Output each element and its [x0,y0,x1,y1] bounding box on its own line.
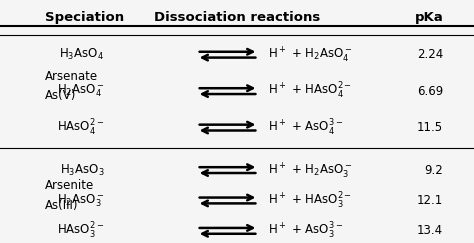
Text: H$_3$AsO$_4$: H$_3$AsO$_4$ [59,47,104,62]
Text: H$^+$ + AsO$_3^{3-}$: H$^+$ + AsO$_3^{3-}$ [268,221,343,241]
Text: 13.4: 13.4 [417,224,443,237]
Text: Arsenate: Arsenate [45,70,98,83]
Text: 12.1: 12.1 [417,194,443,207]
Text: H$^+$ + HAsO$_3^{2-}$: H$^+$ + HAsO$_3^{2-}$ [268,191,352,210]
Text: As(III): As(III) [45,199,79,212]
Text: 6.69: 6.69 [417,85,443,98]
Text: 2.24: 2.24 [417,48,443,61]
Text: HAsO$_4^{2-}$: HAsO$_4^{2-}$ [57,118,104,138]
Text: HAsO$_3^{2-}$: HAsO$_3^{2-}$ [57,221,104,241]
Text: pKa: pKa [414,11,443,24]
Text: H$^+$ + H$_2$AsO$_3^-$: H$^+$ + H$_2$AsO$_3^-$ [268,161,352,180]
Text: H$_3$AsO$_3$: H$_3$AsO$_3$ [60,163,104,178]
Text: Arsenite: Arsenite [45,179,94,192]
Text: H$_2$AsO$_4^-$: H$_2$AsO$_4^-$ [56,83,104,99]
Text: 11.5: 11.5 [417,121,443,134]
Text: Dissociation reactions: Dissociation reactions [154,11,320,24]
Text: As(V): As(V) [45,89,76,103]
Text: H$^+$ + HAsO$_4^{2-}$: H$^+$ + HAsO$_4^{2-}$ [268,81,352,101]
Text: H$_2$AsO$_3^-$: H$_2$AsO$_3^-$ [56,192,104,209]
Text: Speciation: Speciation [45,11,124,24]
Text: H$^+$ + H$_2$AsO$_4^-$: H$^+$ + H$_2$AsO$_4^-$ [268,45,352,64]
Text: 9.2: 9.2 [424,164,443,177]
Text: H$^+$ + AsO$_4^{3-}$: H$^+$ + AsO$_4^{3-}$ [268,118,343,138]
